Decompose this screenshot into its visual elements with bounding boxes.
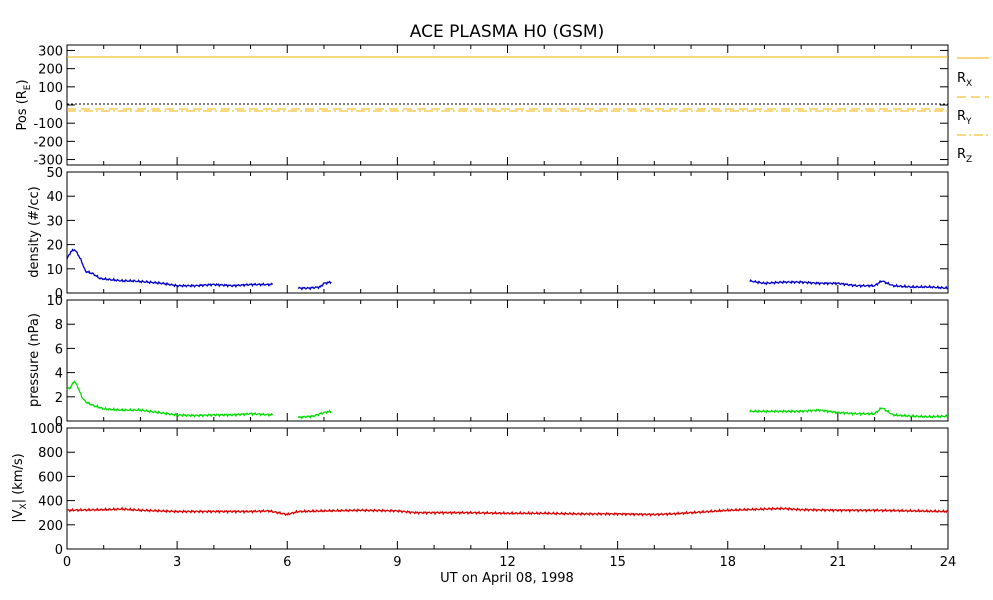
ytick-label: 10 bbox=[46, 294, 63, 309]
ytick-label: 4 bbox=[55, 367, 63, 382]
density-series-line bbox=[749, 278, 949, 290]
xtick-label: 6 bbox=[283, 555, 291, 570]
panel-density-yticks: 50 40 30 20 10 0 bbox=[46, 166, 948, 302]
ytick-label: 20 bbox=[46, 239, 63, 254]
density-series-line bbox=[297, 280, 332, 291]
ytick-label: 0 bbox=[55, 543, 63, 558]
panel-pressure: 10 8 6 4 2 0 pressure (nPa) bbox=[27, 294, 949, 430]
x-tick-labels: 0 3 6 9 12 15 18 21 24 bbox=[63, 555, 956, 570]
panel-density: 50 40 30 20 10 0 density (#/cc) bbox=[27, 166, 949, 302]
xtick-label: 9 bbox=[393, 555, 401, 570]
legend-rz-label: RZ bbox=[957, 147, 972, 165]
xtick-label: 24 bbox=[940, 555, 957, 570]
panel-position: 300 200 100 0 -100 -200 -300 Pos (RE) RX RY RZ bbox=[15, 44, 989, 169]
ytick-label: 600 bbox=[38, 470, 63, 485]
velocity-series-line bbox=[66, 506, 949, 517]
panel-pressure-frame bbox=[66, 299, 949, 422]
pressure-series-line bbox=[749, 406, 949, 419]
position-legend: RX RY RZ bbox=[957, 57, 989, 165]
x-axis-label: UT on April 08, 1998 bbox=[440, 571, 574, 586]
legend-rx-label: RX bbox=[957, 71, 972, 89]
ytick-label: 300 bbox=[38, 44, 63, 59]
legend-ry-label: RY bbox=[957, 109, 972, 127]
panel-position-xticks bbox=[66, 45, 949, 165]
ytick-label: 30 bbox=[46, 214, 63, 229]
ytick-label: 40 bbox=[46, 190, 63, 205]
xtick-label: 18 bbox=[719, 555, 736, 570]
panel-position-yticks: 300 200 100 0 -100 -200 -300 bbox=[33, 44, 948, 169]
pressure-series bbox=[66, 380, 949, 420]
ytick-label: 0 bbox=[55, 287, 63, 302]
panel-density-xticks bbox=[66, 172, 949, 293]
ytick-label: 6 bbox=[55, 342, 63, 357]
ytick-label: -200 bbox=[33, 135, 63, 150]
velocity-series bbox=[66, 506, 949, 517]
xtick-label: 15 bbox=[609, 555, 626, 570]
panel-position-ylabel: Pos (RE) bbox=[15, 79, 33, 130]
ytick-label: 100 bbox=[38, 81, 63, 96]
ytick-label: 50 bbox=[46, 166, 63, 181]
xtick-label: 21 bbox=[830, 555, 847, 570]
panel-pressure-xticks bbox=[66, 300, 949, 421]
ytick-label: 0 bbox=[55, 99, 63, 114]
ytick-label: -100 bbox=[33, 117, 63, 132]
panel-velocity-yticks: 1000 800 600 400 200 0 bbox=[30, 422, 948, 558]
ytick-label: 800 bbox=[38, 446, 63, 461]
ytick-label: 8 bbox=[55, 318, 63, 333]
pressure-series-line bbox=[297, 409, 332, 420]
ytick-label: 1000 bbox=[30, 422, 63, 437]
ytick-label: -300 bbox=[33, 154, 63, 169]
ytick-label: 2 bbox=[55, 391, 63, 406]
panel-velocity-frame bbox=[66, 427, 949, 550]
panel-pressure-ylabel: pressure (nPa) bbox=[27, 313, 42, 407]
ytick-label: 200 bbox=[38, 519, 63, 534]
xtick-label: 3 bbox=[173, 555, 181, 570]
density-series bbox=[66, 248, 949, 291]
panel-velocity-xticks bbox=[66, 428, 949, 549]
xtick-label: 0 bbox=[63, 555, 71, 570]
ytick-label: 10 bbox=[46, 263, 63, 278]
ytick-label: 400 bbox=[38, 495, 63, 510]
panel-density-frame bbox=[66, 171, 949, 294]
ytick-label: 0 bbox=[55, 415, 63, 430]
xtick-label: 12 bbox=[499, 555, 516, 570]
panel-velocity: 1000 800 600 400 200 0 |VX| (km/s) bbox=[11, 422, 949, 558]
panel-position-frame bbox=[66, 44, 949, 166]
ytick-label: 200 bbox=[38, 63, 63, 78]
pressure-series-line bbox=[66, 380, 274, 418]
panel-density-ylabel: density (#/cc) bbox=[27, 186, 42, 278]
panel-velocity-ylabel: |VX| (km/s) bbox=[11, 453, 29, 522]
chart-title: ACE PLASMA H0 (GSM) bbox=[410, 22, 604, 42]
density-series-line bbox=[66, 248, 274, 288]
panel-pressure-yticks: 10 8 6 4 2 0 bbox=[46, 294, 948, 430]
